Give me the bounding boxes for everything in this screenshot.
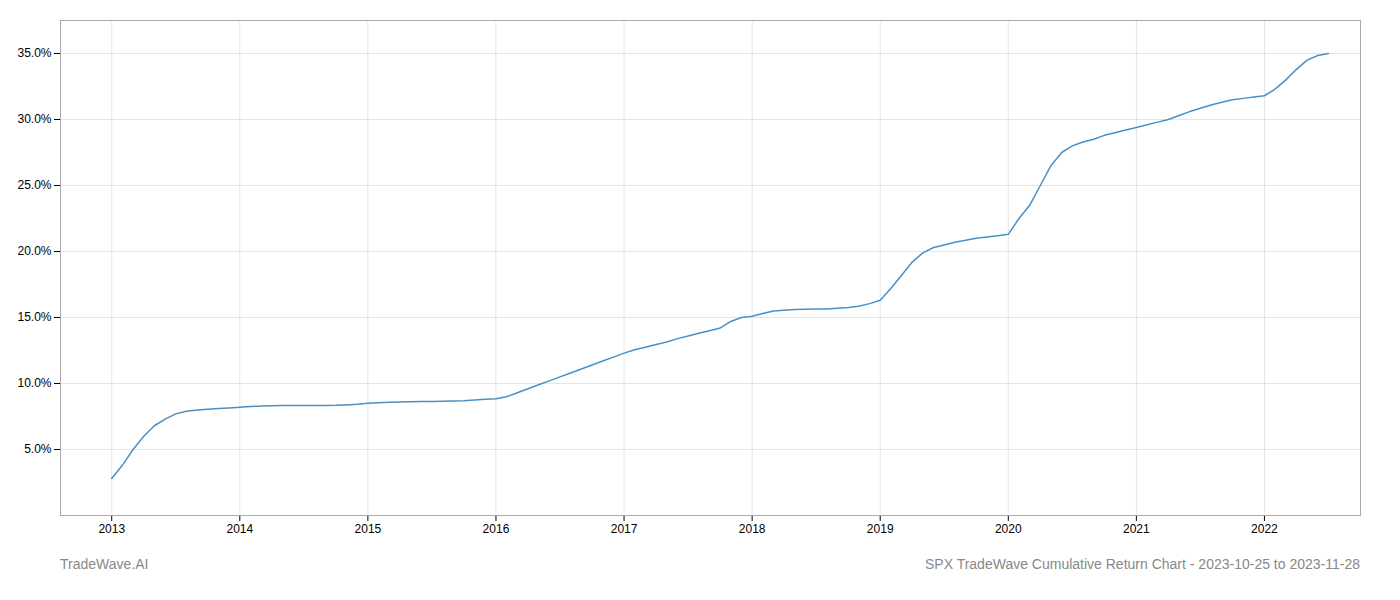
svg-text:20.0%: 20.0%: [17, 244, 51, 258]
svg-text:2019: 2019: [867, 522, 894, 536]
svg-text:2021: 2021: [1123, 522, 1150, 536]
svg-text:2018: 2018: [739, 522, 766, 536]
svg-text:2014: 2014: [226, 522, 253, 536]
svg-text:15.0%: 15.0%: [17, 310, 51, 324]
svg-text:2016: 2016: [483, 522, 510, 536]
svg-text:30.0%: 30.0%: [17, 112, 51, 126]
svg-text:2015: 2015: [355, 522, 382, 536]
svg-text:35.0%: 35.0%: [17, 46, 51, 60]
html-text:SPX TradeWave Cumulative Retur: SPX TradeWave Cumulative Return Chart - …: [925, 556, 1360, 572]
svg-text:2017: 2017: [611, 522, 638, 536]
html-text:TradeWave.AI: TradeWave.AI: [60, 556, 149, 572]
svg-text:2013: 2013: [98, 522, 125, 536]
svg-text:5.0%: 5.0%: [24, 442, 52, 456]
svg-text:10.0%: 10.0%: [17, 376, 51, 390]
svg-text:2022: 2022: [1251, 522, 1278, 536]
svg-text:2020: 2020: [995, 522, 1022, 536]
svg-text:25.0%: 25.0%: [17, 178, 51, 192]
